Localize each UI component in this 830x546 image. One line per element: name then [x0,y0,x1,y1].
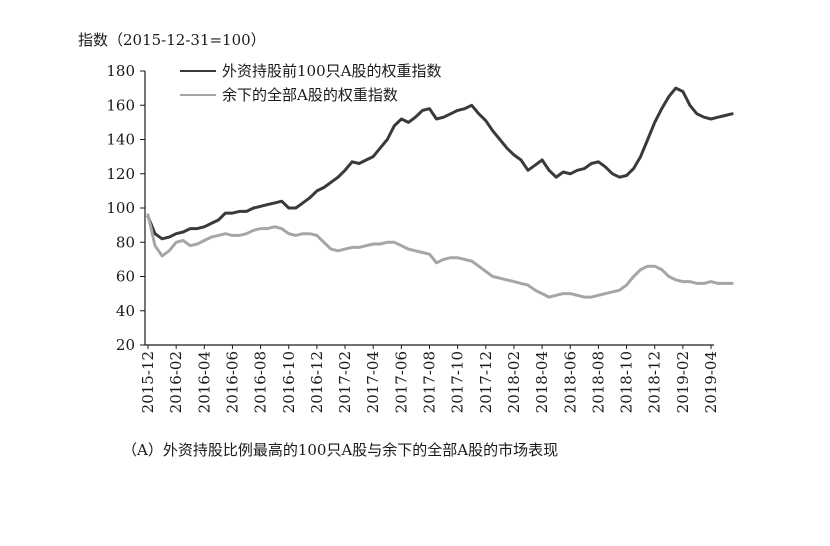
y-tick-label: 160 [106,96,135,114]
legend-label-series-0: 外资持股前100只A股的权重指数 [222,62,441,80]
y-tick-80: 80 [116,233,145,251]
y-tick-160: 160 [106,96,145,114]
x-tick-2016-04: 2016-04 [195,345,213,413]
x-tick-label: 2016-02 [167,351,185,413]
series-line-0 [146,86,734,241]
x-tick-label: 2017-02 [336,351,354,413]
y-tick-140: 140 [106,131,145,149]
series-layer [146,86,734,299]
y-tick-120: 120 [106,165,145,183]
y-tick-20: 20 [116,336,145,354]
x-tick-label: 2015-12 [139,351,157,413]
legend: 外资持股前100只A股的权重指数 余下的全部A股的权重指数 [180,62,441,104]
series-line-1 [146,213,734,299]
y-axis-label: 指数（2015-12-31=100） [78,31,266,49]
y-tick-100: 100 [106,199,145,217]
x-tick-2019-02: 2019-02 [674,345,692,413]
x-tick-2017-08: 2017-08 [421,345,439,413]
x-tick-label: 2019-04 [702,351,720,413]
x-tick-2018-02: 2018-02 [505,345,523,413]
y-tick-label: 120 [106,165,135,183]
x-tick-2019-04: 2019-04 [702,345,720,413]
y-tick-label: 40 [116,302,135,320]
x-tick-2018-12: 2018-12 [646,345,664,413]
y-tick-label: 140 [106,131,135,149]
x-tick-2016-10: 2016-10 [280,345,298,413]
y-tick-label: 80 [116,233,135,251]
x-tick-2016-06: 2016-06 [223,345,241,413]
y-tick-60: 60 [116,268,145,286]
x-tick-label: 2017-12 [477,351,495,413]
x-tick-label: 2018-06 [561,351,579,413]
axes: 20 40 60 80 100 120 140 160 180 2015-12 2016-02 201… [106,62,720,413]
x-tick-2017-06: 2017-06 [392,345,410,413]
legend-label-series-1: 余下的全部A股的权重指数 [222,86,398,104]
x-tick-2018-06: 2018-06 [561,345,579,413]
x-tick-label: 2018-04 [533,351,551,413]
x-tick-2018-04: 2018-04 [533,345,551,413]
x-tick-label: 2018-10 [618,351,636,413]
x-tick-label: 2016-08 [252,351,270,413]
x-tick-label: 2016-06 [223,351,241,413]
x-tick-2017-10: 2017-10 [449,345,467,413]
x-tick-label: 2019-02 [674,351,692,413]
x-tick-label: 2016-10 [280,351,298,413]
x-tick-label: 2018-12 [646,351,664,413]
y-tick-label: 180 [106,62,135,80]
x-tick-2015-12: 2015-12 [139,345,157,413]
x-tick-label: 2018-02 [505,351,523,413]
x-tick-2017-02: 2017-02 [336,345,354,413]
y-tick-label: 100 [106,199,135,217]
x-tick-2017-04: 2017-04 [364,345,382,413]
y-tick-label: 60 [116,268,135,286]
x-tick-label: 2017-06 [392,351,410,413]
y-tick-label: 20 [116,336,135,354]
x-tick-label: 2017-10 [449,351,467,413]
y-tick-40: 40 [116,302,145,320]
x-tick-label: 2016-04 [195,351,213,413]
x-tick-2016-02: 2016-02 [167,345,185,413]
y-tick-180: 180 [106,62,145,80]
x-tick-2018-08: 2018-08 [589,345,607,413]
chart-caption: （A）外资持股比例最高的100只A股与余下的全部A股的市场表现 [122,441,558,459]
x-tick-2018-10: 2018-10 [618,345,636,413]
x-tick-label: 2017-04 [364,351,382,413]
x-tick-2016-12: 2016-12 [308,345,326,413]
x-tick-label: 2016-12 [308,351,326,413]
x-tick-label: 2018-08 [589,351,607,413]
x-tick-2017-12: 2017-12 [477,345,495,413]
x-tick-label: 2017-08 [421,351,439,413]
x-tick-2016-08: 2016-08 [252,345,270,413]
